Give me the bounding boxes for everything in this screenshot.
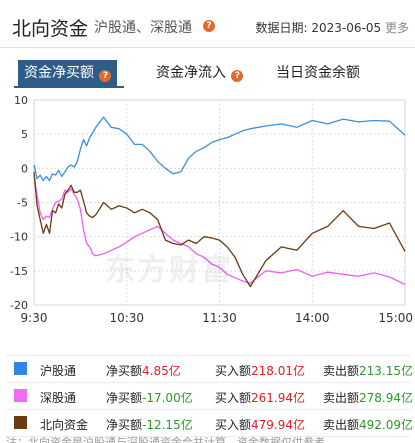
net-buy: 净买额-12.15亿 (106, 416, 193, 433)
swatch (14, 362, 27, 375)
divider (0, 47, 415, 48)
subtitle: 沪股通、深股通 (94, 20, 192, 36)
series-line-1 (33, 116, 406, 182)
line-chart: 10 5 0 -5 -10 -15 -209:30 10:30 11:30 14:00 15:00 (10, 94, 413, 325)
buy-value: 479.94亿 (251, 418, 306, 432)
footer-note: 注：北向资金是沪股通与深股通资金合并计算，资金数据仅供参考 (6, 436, 325, 443)
tab-net-buy[interactable]: 资金净买额 ? (18, 60, 118, 86)
y-tick-label: 0 (21, 162, 28, 175)
y-tick-label: -10 (10, 231, 28, 244)
tab-label: 资金净买额 (24, 65, 94, 81)
net-label: 净买额 (106, 364, 143, 378)
sell-label: 卖出额 (323, 364, 360, 378)
legend-name: 北向资金 (40, 418, 89, 432)
x-tick-label: 14:00 (295, 311, 330, 325)
buy-value: 218.01亿 (251, 364, 306, 378)
info-icon[interactable]: ? (99, 70, 112, 82)
tab-daily-balance[interactable]: 当日资金余额 (276, 60, 360, 86)
buy-value: 261.94亿 (251, 391, 306, 405)
info-icon[interactable]: ? (231, 70, 244, 82)
buy-label: 买入额 (215, 391, 252, 405)
buy-amount: 买入额218.01亿 (215, 362, 305, 379)
tab-label: 当日资金余额 (276, 65, 360, 81)
y-tick-label: 5 (21, 128, 28, 141)
tab-underline (14, 86, 124, 88)
y-tick-label: -15 (10, 265, 28, 278)
buy-amount: 买入额479.94亿 (215, 416, 305, 433)
watermark: 东方财富 (105, 253, 233, 288)
buy-label: 买入额 (215, 364, 252, 378)
sell-amount: 卖出额278.94亿 (323, 389, 413, 406)
x-tick-label: 11:30 (202, 311, 237, 325)
swatch (14, 389, 27, 402)
more-link[interactable]: 更多 (384, 21, 409, 35)
series-line-2 (33, 175, 406, 286)
y-tick-label: 10 (14, 94, 28, 107)
net-value: -12.15亿 (142, 418, 193, 432)
tab-net-inflow[interactable]: 资金净流入 ? (156, 60, 244, 86)
buy-label: 买入额 (215, 418, 252, 432)
sell-label: 卖出额 (323, 391, 360, 405)
date-value: 2023-06-05 (311, 21, 382, 35)
net-value: 4.85亿 (142, 364, 181, 378)
legend-table: 沪股通 净买额4.85亿 买入额218.01亿 卖出额213.15亿 深股通 净… (6, 355, 413, 437)
legend-row: 沪股通 净买额4.85亿 买入额218.01亿 卖出额213.15亿 (6, 356, 413, 383)
net-label: 净买额 (106, 418, 143, 432)
y-tick-label: -20 (10, 299, 28, 312)
net-value: -17.00亿 (142, 391, 193, 405)
sell-value: 492.09亿 (359, 418, 414, 432)
y-tick-label: -5 (17, 197, 28, 210)
swatch (14, 416, 27, 429)
legend-name: 沪股通 (40, 364, 77, 378)
x-tick-label: 9:30 (21, 311, 48, 325)
sell-amount: 卖出额213.15亿 (323, 362, 413, 379)
sell-value: 213.15亿 (359, 364, 414, 378)
sell-amount: 卖出额492.09亿 (323, 416, 413, 433)
page-title: 北向资金 (12, 18, 89, 40)
net-buy: 净买额-17.00亿 (106, 389, 193, 406)
chart-area: 10 5 0 -5 -10 -15 -20 9:30 10:30 11:30 14:00 15:00 … (0, 90, 415, 330)
legend-row: 北向资金 净买额-12.15亿 买入额479.94亿 卖出额492.09亿 (6, 410, 413, 437)
data-date: 数据日期: 2023-06-05 更多 (256, 19, 409, 36)
header: 北向资金 沪股通、深股通 ? 数据日期: 2023-06-05 更多 (0, 0, 415, 48)
sell-label: 卖出额 (323, 418, 360, 432)
legend-row: 深股通 净买额-17.00亿 买入额261.94亿 卖出额278.94亿 (6, 383, 413, 410)
sell-value: 278.94亿 (359, 391, 414, 405)
legend-name: 深股通 (40, 391, 77, 405)
date-label: 数据日期: (255, 21, 308, 35)
x-tick-label: 10:30 (109, 311, 144, 325)
series-line-3 (33, 171, 406, 288)
buy-amount: 买入额261.94亿 (215, 389, 305, 406)
tab-label: 资金净流入 (156, 65, 226, 81)
info-icon[interactable]: ? (203, 20, 215, 32)
net-label: 净买额 (106, 391, 143, 405)
tab-bar: 资金净买额 ? 资金净流入 ? 当日资金余额 (0, 58, 415, 88)
x-tick-label: 15:00 (378, 311, 413, 325)
net-buy: 净买额4.85亿 (106, 362, 181, 379)
